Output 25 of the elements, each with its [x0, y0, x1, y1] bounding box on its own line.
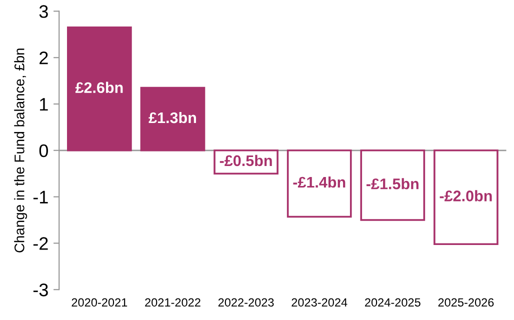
x-tick-label: 2023-2024: [292, 298, 348, 307]
data-label: -£1.5bn: [366, 178, 418, 190]
y-tick-label: -2: [33, 237, 48, 250]
y-tick-label: 3: [39, 5, 48, 18]
y-tick-label: -1: [33, 190, 48, 204]
y-tick-label: 0: [39, 144, 48, 158]
data-label: -£1.4bn: [293, 176, 346, 188]
y-tick-label: 1: [40, 98, 48, 111]
y-axis-title: Change in the Fund balance, £bn: [14, 48, 28, 252]
data-label: £1.3bn: [148, 112, 196, 124]
x-tick-label: 2022-2023: [218, 298, 274, 307]
data-label: -£2.0bn: [440, 190, 492, 202]
bar: [286, 149, 352, 218]
y-tick-label: 2: [40, 52, 48, 64]
x-tick-label: 2025-2026: [438, 298, 494, 307]
bar: [434, 149, 498, 246]
data-label: -£0.5bn: [220, 154, 272, 166]
x-tick-label: 2021-2022: [145, 298, 200, 307]
bar: [140, 86, 206, 152]
x-tick-label: 2020-2021: [72, 298, 128, 307]
bar: [360, 149, 426, 221]
y-tick-label: -3: [33, 284, 48, 296]
x-tick-label: 2024-2025: [365, 298, 420, 307]
data-label: £2.6bn: [75, 82, 123, 94]
bar: [67, 26, 132, 152]
